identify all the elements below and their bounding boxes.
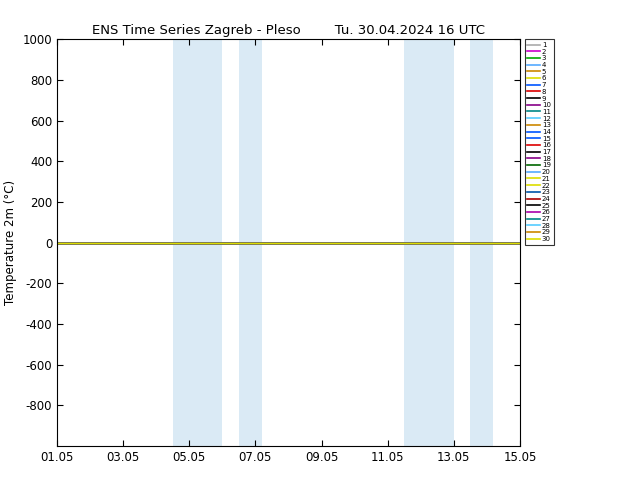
Y-axis label: Temperature 2m (°C): Temperature 2m (°C) bbox=[4, 180, 17, 305]
Legend: 1, 2, 3, 4, 5, 6, 7, 8, 9, 10, 11, 12, 13, 14, 15, 16, 17, 18, 19, 20, 21, 22, 2: 1, 2, 3, 4, 5, 6, 7, 8, 9, 10, 11, 12, 1… bbox=[524, 39, 553, 245]
Bar bbox=[404, 39, 454, 446]
Bar bbox=[470, 39, 493, 446]
Title: ENS Time Series Zagreb - Pleso        Tu. 30.04.2024 16 UTC: ENS Time Series Zagreb - Pleso Tu. 30.04… bbox=[92, 24, 485, 37]
Bar bbox=[239, 39, 262, 446]
Bar bbox=[172, 39, 223, 446]
